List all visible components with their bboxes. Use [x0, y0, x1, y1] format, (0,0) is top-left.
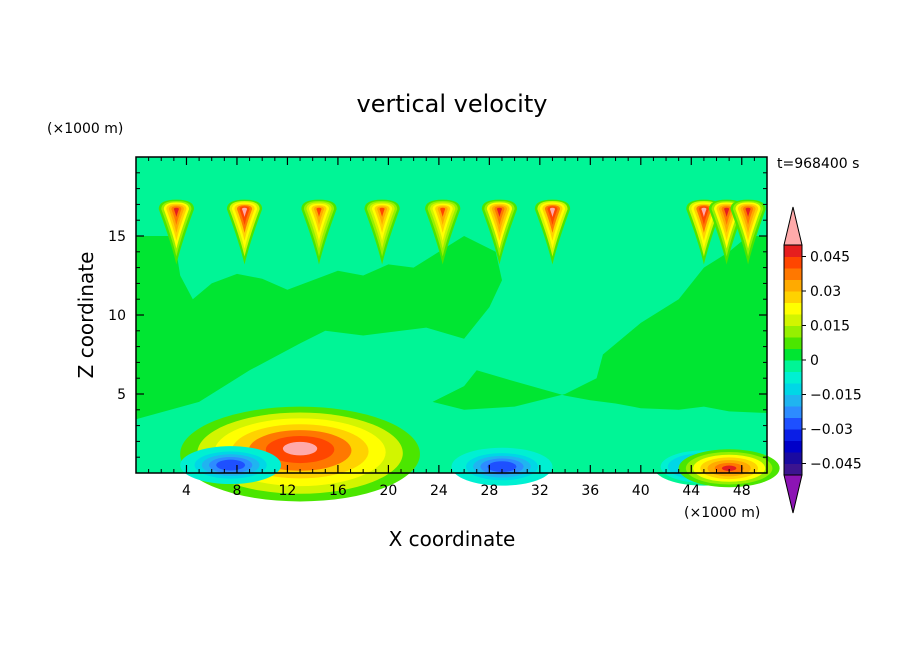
colorbar-swatch-0: [784, 463, 802, 476]
colorbar-swatch-11: [784, 337, 802, 349]
colorbar-tick-label-6: −0.045: [810, 457, 862, 473]
plume-contour-9-6: [440, 207, 446, 218]
x-tick-label-8: 36: [581, 483, 599, 499]
colorbar-swatch-9: [784, 360, 802, 372]
x-tick-label-3: 16: [329, 483, 347, 499]
field-layer: [136, 199, 780, 502]
x-tick-label-11: 48: [733, 483, 751, 499]
colorbar-swatch-4: [784, 417, 802, 430]
x-tick-label-2: 12: [279, 483, 297, 499]
y-tick-label-1: 10: [108, 308, 126, 324]
plume-contour-6-6: [242, 207, 248, 218]
x-tick-label-5: 24: [430, 483, 448, 499]
colorbar-swatch-5: [784, 406, 802, 418]
colorbar-swatch-19: [784, 245, 802, 257]
y-ticks: 5 10 15: [108, 172, 767, 458]
colorbar-swatch-12: [784, 325, 802, 338]
colorbar-swatch-18: [784, 256, 802, 269]
colorbar-swatch-15: [784, 291, 802, 303]
plume-contour-10-6: [496, 207, 502, 218]
weak-updraft-region-right: [432, 236, 767, 413]
colorbar-tick-label-1: 0.03: [810, 284, 841, 300]
colorbar-tick-label-2: 0.015: [810, 319, 850, 335]
chart-title: vertical velocity: [357, 90, 548, 118]
plume-contour-7-6: [316, 207, 322, 218]
time-label: t=968400 s: [777, 156, 859, 172]
colorbar-swatch-1: [784, 452, 802, 464]
colorbar-swatch-2: [784, 440, 802, 453]
x-ticks: 4 8 12 16 20 24 28 32 36 40 44 48: [148, 157, 755, 499]
x-tick-label-10: 44: [682, 483, 700, 499]
updraft-contour-0-6: [282, 441, 318, 456]
colorbar-swatch-7: [784, 383, 802, 395]
x-tick-label-1: 8: [232, 483, 241, 499]
colorbar: 0.045 0.03 0.015 0 −0.015 −0.03 −0.045: [783, 206, 862, 514]
x-unit-label: (×1000 m): [684, 505, 760, 521]
colorbar-swatch-17: [784, 268, 802, 280]
colorbar-swatch-10: [784, 348, 802, 361]
x-tick-label-0: 4: [182, 483, 191, 499]
cell-contour-1-6: [223, 462, 238, 468]
plume-contour-14-6: [745, 207, 751, 218]
x-tick-label-6: 28: [480, 483, 498, 499]
x-tick-label-9: 40: [632, 483, 650, 499]
x-axis-label: X coordinate: [389, 527, 516, 551]
y-tick-label-0: 5: [117, 387, 126, 403]
plume-contour-13-6: [724, 207, 730, 218]
colorbar-tick-label-3: 0: [810, 353, 819, 369]
colorbar-swatch-6: [784, 394, 802, 407]
y-axis-label: Z coordinate: [74, 252, 98, 379]
colorbar-swatch-3: [784, 429, 802, 441]
y-unit-label: (×1000 m): [47, 121, 123, 137]
plume-contour-11-6: [549, 207, 555, 218]
colorbar-over-triangle: [783, 206, 803, 246]
plume-contour-5-6: [173, 207, 179, 218]
weak-updraft-region-upper-left: [136, 236, 502, 420]
colorbar-swatch-14: [784, 302, 802, 315]
colorbar-swatch-8: [784, 371, 802, 384]
colorbar-tick-label-4: −0.015: [810, 388, 862, 404]
colorbar-tick-label-5: −0.03: [810, 422, 853, 438]
cell-contour-2-6: [494, 463, 510, 470]
plume-contour-12-6: [701, 207, 707, 218]
colorbar-swatch-16: [784, 279, 802, 292]
plume-contour-8-6: [379, 207, 385, 218]
colorbar-swatch-13: [784, 314, 802, 326]
cell-contour-4-6: [721, 465, 737, 471]
x-tick-label-4: 20: [379, 483, 397, 499]
x-tick-label-7: 32: [531, 483, 549, 499]
y-tick-label-2: 15: [108, 229, 126, 245]
colorbar-under-triangle: [783, 474, 803, 514]
colorbar-tick-label-0: 0.045: [810, 250, 850, 266]
